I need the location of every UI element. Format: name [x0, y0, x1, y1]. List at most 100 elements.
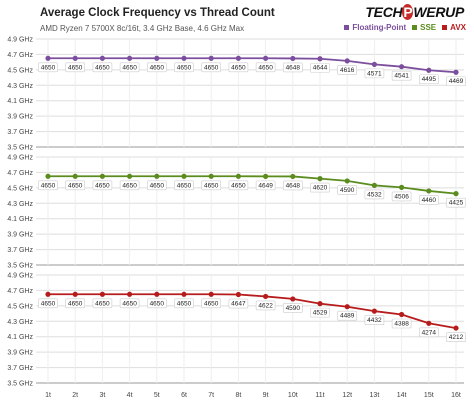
y-tick-label: 4.3 GHz	[7, 319, 33, 326]
data-label-box	[391, 70, 412, 81]
data-point	[45, 55, 51, 61]
data-label: 4650	[95, 300, 110, 307]
data-label: 4648	[286, 64, 301, 71]
data-label-box	[446, 197, 466, 208]
data-point	[181, 291, 187, 297]
y-tick-label: 3.7 GHz	[7, 247, 33, 254]
data-label: 4650	[122, 182, 137, 189]
logo-text-right: WERUP	[413, 4, 464, 20]
data-point	[154, 173, 160, 179]
data-label-box	[337, 185, 358, 195]
data-point	[99, 55, 105, 61]
data-point	[45, 291, 51, 297]
data-label-box	[65, 62, 85, 73]
data-label: 4469	[449, 78, 464, 85]
legend-item-floating-point: Floating-Point	[344, 23, 406, 32]
x-tick-label: 6t	[181, 392, 187, 399]
x-tick-label: 3t	[99, 392, 105, 399]
data-point	[399, 311, 405, 318]
data-label-box	[282, 62, 303, 73]
data-label: 4432	[367, 317, 382, 324]
data-label: 4650	[122, 300, 137, 307]
data-point	[72, 291, 78, 297]
data-label-box	[310, 307, 330, 318]
data-point	[399, 184, 405, 190]
data-label-box	[364, 189, 385, 200]
legend-item-avx: AVX	[442, 23, 466, 32]
data-label: 4650	[204, 64, 219, 71]
data-point	[45, 173, 51, 179]
data-label-box	[282, 303, 303, 313]
data-label: 4649	[258, 182, 273, 189]
data-label: 4650	[41, 64, 56, 71]
data-point	[263, 55, 269, 61]
y-tick-label: 4.9 GHz	[7, 273, 33, 280]
y-tick-label: 3.7 GHz	[7, 365, 33, 372]
data-point	[127, 291, 133, 297]
data-label-box	[92, 298, 113, 309]
data-label-box	[391, 191, 412, 202]
data-label: 4650	[41, 182, 56, 189]
data-point	[235, 291, 241, 298]
data-label: 4650	[231, 182, 246, 189]
data-label-box	[38, 180, 58, 191]
y-tick-label: 3.9 GHz	[7, 350, 33, 357]
data-label-box	[310, 62, 330, 73]
data-label: 4274	[422, 329, 437, 336]
data-label: 4644	[313, 65, 328, 72]
data-label-box	[255, 62, 276, 73]
data-label: 4622	[258, 302, 273, 309]
data-label-box	[446, 76, 466, 87]
y-tick-label: 4.5 GHz	[7, 185, 33, 192]
legend-item-sse: SSE	[412, 23, 436, 32]
data-label: 4650	[204, 300, 219, 307]
data-label: 4650	[95, 64, 110, 71]
x-tick-label: 1t	[45, 392, 51, 399]
data-label-box	[255, 180, 276, 191]
data-point	[290, 296, 296, 302]
data-label-box	[65, 298, 85, 309]
data-label: 4532	[367, 191, 382, 198]
x-tick-label: 15t	[424, 392, 434, 399]
data-label: 4650	[177, 300, 192, 307]
data-point	[344, 178, 350, 184]
series-line	[48, 293, 457, 329]
data-label-box	[201, 298, 221, 309]
data-label: 4620	[313, 185, 328, 192]
legend-label: Floating-Point	[352, 23, 407, 32]
data-label-box	[446, 332, 466, 342]
chart-panel-avx: 4.9 GHz 4.7 GHz 4.5 GHz 4.3 GHz 4.1 GHz 3.9 G…	[7, 273, 466, 388]
data-point	[426, 320, 432, 326]
data-point	[154, 291, 160, 297]
data-label: 4460	[422, 197, 437, 204]
data-point	[290, 55, 296, 62]
data-point	[399, 64, 405, 70]
x-tick-label: 10t	[288, 392, 298, 399]
data-point	[72, 55, 78, 61]
x-tick-label: 7t	[208, 392, 214, 399]
data-label-box	[38, 62, 58, 73]
data-point	[453, 191, 459, 197]
data-point	[208, 173, 214, 179]
legend-swatch	[344, 25, 350, 30]
data-point	[453, 325, 459, 331]
data-label: 4650	[177, 182, 192, 189]
y-tick-label: 4.7 GHz	[7, 170, 33, 177]
data-point	[235, 173, 241, 179]
data-label-box	[119, 298, 140, 309]
x-tick-label: 9t	[263, 392, 269, 399]
data-label: 4590	[286, 305, 301, 312]
data-label: 4506	[394, 193, 409, 200]
data-label-box	[174, 298, 194, 309]
data-label-box	[418, 74, 439, 85]
data-label-box	[364, 68, 385, 79]
data-point	[426, 188, 432, 194]
x-tick-label: 16t	[451, 392, 461, 399]
data-label-box	[147, 298, 167, 309]
data-label: 4650	[231, 64, 246, 71]
data-label: 4495	[422, 76, 437, 83]
data-label-box	[119, 180, 140, 191]
y-tick-label: 3.5 GHz	[7, 145, 33, 152]
data-label-box	[255, 300, 276, 311]
